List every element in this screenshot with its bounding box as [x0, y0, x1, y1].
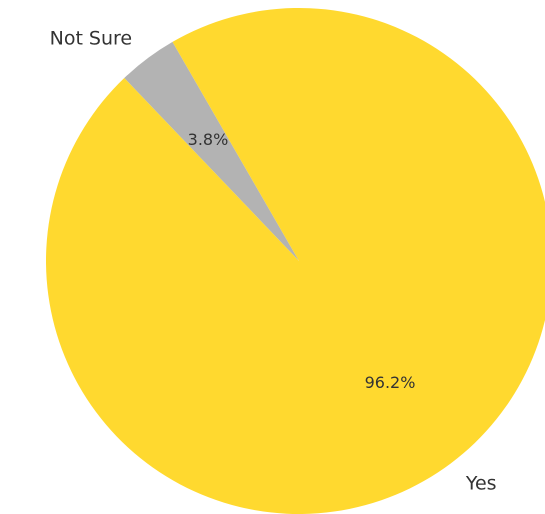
pie-slice-yes	[46, 8, 545, 514]
pie-slices	[46, 8, 545, 514]
percentage-labels: 3.8% 96.2%	[188, 130, 416, 392]
pct-label-not-sure: 3.8%	[188, 130, 229, 149]
category-labels: Not Sure Yes	[50, 27, 497, 494]
category-label-not-sure: Not Sure	[50, 27, 133, 49]
pct-label-yes: 96.2%	[365, 373, 416, 392]
pie-slice-not-sure	[124, 41, 300, 262]
category-label-yes: Yes	[465, 473, 497, 495]
